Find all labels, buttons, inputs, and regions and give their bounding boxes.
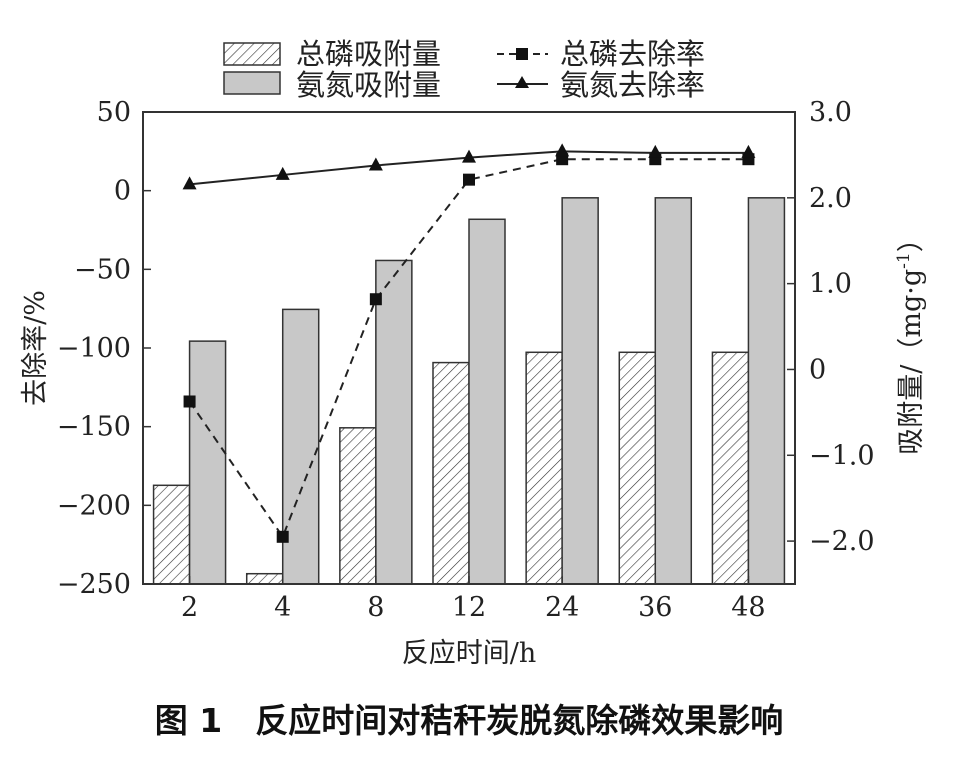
x-tick-label-4: 4 [274,592,291,623]
right-tick-label-2: 1.0 [809,269,852,300]
legend-label-nh-removal: 氨氮去除率 [560,68,705,102]
point-nh-removal-24 [555,143,570,157]
right-axis-title-sup: -1 [894,252,914,269]
legend-label-tp-adsorption: 总磷吸附量 [296,37,441,71]
point-tp-removal-8 [369,293,382,306]
x-tick-label-2: 2 [181,592,198,623]
figure-caption: 图 1 反应时间对秸秆炭脱氮除磷效果影响 [155,701,783,740]
right-tick-label-4: −1.0 [809,440,875,471]
point-nh-removal-36 [648,144,663,158]
legend-swatch-tp-adsorption [223,42,281,66]
point-tp-removal-2 [183,395,196,408]
left-tick-label-4: −150 [57,412,131,443]
left-tick-label-0: 50 [97,97,131,128]
bar-tp-adsorption-24 [525,351,563,585]
left-tick-label-5: −200 [57,490,131,521]
bars-layer [152,197,786,585]
point-nh-removal-48 [741,144,756,158]
bar-tp-adsorption-36 [618,351,657,585]
point-nh-removal-2 [182,176,197,190]
left-axis: 50 0 −50 −100 −150 −200 −250 [57,97,151,600]
right-axis-title-close: ） [896,225,927,252]
x-tick-label-8: 8 [367,592,384,623]
bar-tp-adsorption-12 [432,361,470,585]
point-tp-removal-12 [463,173,475,186]
bar-tp-adsorption-4 [245,572,284,585]
legend-label-nh-adsorption: 氨氮吸附量 [296,68,441,102]
x-tick-label-48: 48 [731,592,765,623]
x-axis: 2 4 8 12 24 36 48 [181,576,766,623]
right-tick-label-1: 2.0 [809,183,852,214]
legend-label-tp-removal: 总磷去除率 [560,37,705,71]
right-axis-title: 吸附量/（mg·g-1） [894,225,927,454]
legend: 总磷吸附量 氨氮吸附量 总磷去除率 氨氮去除率 [223,37,705,102]
left-axis-title: 去除率/% [20,290,51,406]
bar-nh-adsorption-2 [188,340,227,585]
x-tick-label-24: 24 [545,592,579,623]
bar-nh-adsorption-12 [468,218,506,585]
left-tick-label-1: 0 [114,176,131,207]
bar-nh-adsorption-24 [561,197,599,585]
left-tick-label-3: −100 [57,333,131,364]
point-nh-removal-4 [275,166,290,180]
right-tick-label-0: 3.0 [809,97,852,128]
right-axis: 3.0 2.0 1.0 0 −1.0 −2.0 [787,97,875,557]
left-tick-label-2: −50 [74,254,131,285]
bar-tp-adsorption-2 [152,484,191,585]
bar-nh-adsorption-48 [747,197,786,585]
bar-nh-adsorption-4 [281,308,320,585]
bar-nh-adsorption-8 [375,259,413,585]
right-tick-label-5: −2.0 [809,526,875,557]
x-axis-title: 反应时间/h [402,638,537,669]
legend-marker-tp-removal [516,48,528,60]
point-nh-removal-8 [368,157,383,171]
bar-nh-adsorption-36 [654,197,693,585]
bar-tp-adsorption-48 [711,351,750,585]
point-nh-removal-12 [462,149,476,163]
bar-tp-adsorption-8 [339,427,377,585]
lines-layer [182,143,756,543]
legend-swatch-nh-adsorption [223,71,281,95]
legend-marker-nh-removal [515,76,529,88]
left-tick-label-6: −250 [57,569,131,600]
right-axis-title-main: 吸附量/（mg·g [896,269,927,455]
point-tp-removal-4 [276,530,289,543]
right-tick-label-3: 0 [809,354,826,385]
x-tick-label-12: 12 [452,592,486,623]
x-tick-label-36: 36 [638,592,672,623]
